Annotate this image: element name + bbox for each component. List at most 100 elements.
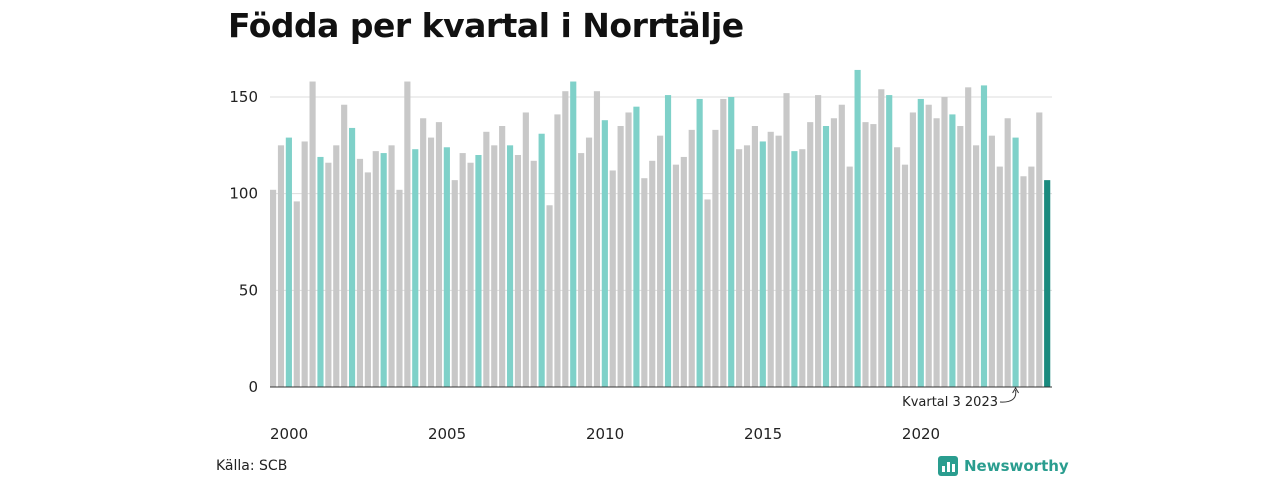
- x-tick-label: 2020: [902, 425, 940, 443]
- bar: [506, 145, 514, 387]
- bar: [593, 91, 601, 387]
- bar: [514, 155, 522, 387]
- bar: [404, 81, 411, 388]
- bar: [988, 135, 995, 387]
- bar: [965, 87, 972, 387]
- bar: [293, 201, 300, 387]
- annotation-label: Kvartal 3 2023: [902, 395, 998, 410]
- bar: [475, 155, 482, 387]
- y-tick-label: 150: [229, 88, 258, 106]
- bar: [901, 164, 909, 387]
- bar: [412, 149, 419, 387]
- bar: [822, 126, 830, 387]
- bar: [396, 189, 403, 387]
- bar: [1012, 137, 1019, 387]
- bar: [980, 85, 988, 388]
- bar: [854, 69, 861, 387]
- bar: [309, 81, 316, 388]
- x-tick-label: 2005: [428, 425, 466, 443]
- bar: [270, 189, 277, 387]
- bar: [420, 118, 427, 388]
- bar: [894, 147, 901, 387]
- bar: [1028, 166, 1035, 387]
- bar: [578, 153, 585, 387]
- bar: [585, 137, 593, 387]
- bar: [633, 106, 640, 388]
- bar: [759, 141, 766, 387]
- bar: [870, 124, 877, 388]
- bar: [1004, 118, 1011, 388]
- x-tick-label: 2000: [270, 425, 308, 443]
- bar: [767, 131, 774, 387]
- source-note: Källa: SCB: [216, 458, 288, 474]
- bar: [554, 114, 561, 388]
- bar-chart-icon: [938, 456, 958, 476]
- bar: [949, 114, 956, 388]
- bar: [973, 145, 980, 387]
- bar: [941, 97, 948, 387]
- bar: [570, 81, 577, 388]
- bar: [348, 127, 356, 387]
- bar: [601, 120, 608, 387]
- bar: [799, 149, 806, 387]
- bar: [333, 145, 340, 387]
- bar: [1020, 176, 1027, 387]
- bar: [530, 160, 537, 387]
- bar: [356, 158, 364, 387]
- bar: [862, 122, 869, 387]
- bar: [427, 137, 435, 387]
- bar: [451, 180, 458, 387]
- bar: [704, 199, 711, 387]
- axes: 0 50 100 150 2000 2005 2010 2015 2020: [229, 88, 1052, 443]
- brand-name: Newsworthy: [964, 457, 1069, 475]
- bar: [499, 126, 506, 387]
- bar: [364, 172, 371, 387]
- bar: [522, 112, 529, 387]
- bar: [728, 97, 735, 387]
- bar: [696, 98, 703, 387]
- bar: [783, 93, 790, 387]
- x-tick-label: 2010: [586, 425, 624, 443]
- bar: [815, 95, 822, 388]
- bar: [1044, 180, 1051, 387]
- bar: [285, 137, 292, 387]
- annotation: Kvartal 3 2023: [902, 387, 1020, 410]
- bars: [270, 69, 1051, 388]
- bar: [649, 160, 656, 387]
- bar: [743, 145, 751, 387]
- bar: [680, 156, 687, 387]
- bar: [878, 89, 885, 388]
- bar: [538, 133, 545, 387]
- bar: [467, 162, 474, 387]
- bar: [443, 147, 450, 387]
- bar: [838, 104, 845, 387]
- bar: [672, 164, 680, 387]
- bar: [562, 91, 569, 387]
- bar: [317, 156, 324, 387]
- brand-logo: Newsworthy: [938, 456, 1069, 476]
- bar: [830, 118, 837, 388]
- annotation-arrowhead: [1012, 387, 1020, 394]
- bar: [720, 98, 727, 387]
- bar: [909, 112, 916, 387]
- bar: [483, 131, 490, 387]
- bar: [736, 149, 743, 387]
- bar: [775, 135, 782, 387]
- bar: [435, 122, 443, 387]
- bar: [277, 145, 285, 387]
- bar: [886, 95, 893, 388]
- bar: [712, 129, 719, 387]
- bar: [641, 178, 648, 387]
- bar: [996, 166, 1003, 387]
- bar: [846, 166, 853, 387]
- x-tick-label: 2015: [744, 425, 782, 443]
- bar: [664, 95, 672, 388]
- bar: [388, 145, 395, 387]
- bar: [933, 118, 940, 388]
- chart-title: Födda per kvartal i Norrtälje: [228, 6, 744, 45]
- y-tick-label: 100: [229, 185, 258, 203]
- bar: [657, 135, 664, 387]
- bar: [609, 170, 616, 387]
- bar: [751, 126, 758, 387]
